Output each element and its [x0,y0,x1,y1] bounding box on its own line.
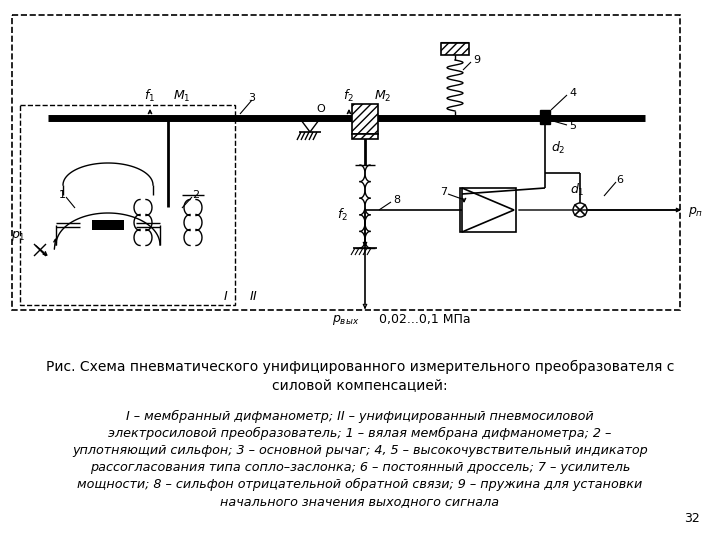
Text: $M_1$: $M_1$ [174,89,191,104]
Text: Рис. Схема пневматического унифицированного измерительного преобразователя с: Рис. Схема пневматического унифицированн… [46,360,674,374]
Bar [352,134,378,139]
Bar [540,110,550,124]
Text: $I$: $I$ [223,289,229,302]
Text: $f_1$: $f_1$ [145,88,156,104]
Text: 0,02...0,1 МПа: 0,02...0,1 МПа [379,314,471,327]
Text: 7: 7 [441,187,448,197]
Text: $d_2$: $d_2$ [551,140,565,156]
Bar [352,104,378,134]
Text: рассогласования типа сопло–заслонка; 6 – постоянный дроссель; 7 – усилитель: рассогласования типа сопло–заслонка; 6 –… [90,461,630,474]
Bar [12,15,680,310]
Text: 3: 3 [248,93,256,103]
Bar [441,43,469,55]
Text: I – мембранный дифманометр; II – унифицированный пневмосиловой: I – мембранный дифманометр; II – унифици… [126,410,594,423]
Bar [92,220,124,230]
Text: 8: 8 [393,195,400,205]
Text: $f_2$: $f_2$ [343,88,354,104]
Text: $p_п$: $p_п$ [688,205,703,219]
Text: 4: 4 [570,88,577,98]
Bar [20,105,235,305]
Text: начального значения выходного сигнала: начального значения выходного сигнала [220,495,500,508]
Text: 9: 9 [473,55,480,65]
Text: O: O [316,104,325,114]
Text: 32: 32 [684,512,700,525]
Text: $f_2$: $f_2$ [338,207,348,223]
Text: 5: 5 [570,121,577,131]
Text: силовой компенсацией:: силовой компенсацией: [272,378,448,392]
Text: $p_1$: $p_1$ [12,229,26,243]
Text: $d_1$: $d_1$ [570,182,585,198]
Text: 6: 6 [616,175,624,185]
Text: электросиловой преобразователь; 1 – вялая мембрана дифманометра; 2 –: электросиловой преобразователь; 1 – вяла… [108,427,612,440]
Text: $p_{вых}$: $p_{вых}$ [332,313,359,327]
Text: $II$: $II$ [249,289,258,302]
Text: мощности; 8 – сильфон отрицательной обратной связи; 9 – пружина для установки: мощности; 8 – сильфон отрицательной обра… [77,478,643,491]
Text: 1: 1 [58,190,66,200]
Text: $M_2$: $M_2$ [374,89,392,104]
Text: 2: 2 [192,190,199,200]
Bar [460,188,516,232]
Text: уплотняющий сильфон; 3 – основной рычаг; 4, 5 – высокочувствительный индикатор: уплотняющий сильфон; 3 – основной рычаг;… [72,444,648,457]
